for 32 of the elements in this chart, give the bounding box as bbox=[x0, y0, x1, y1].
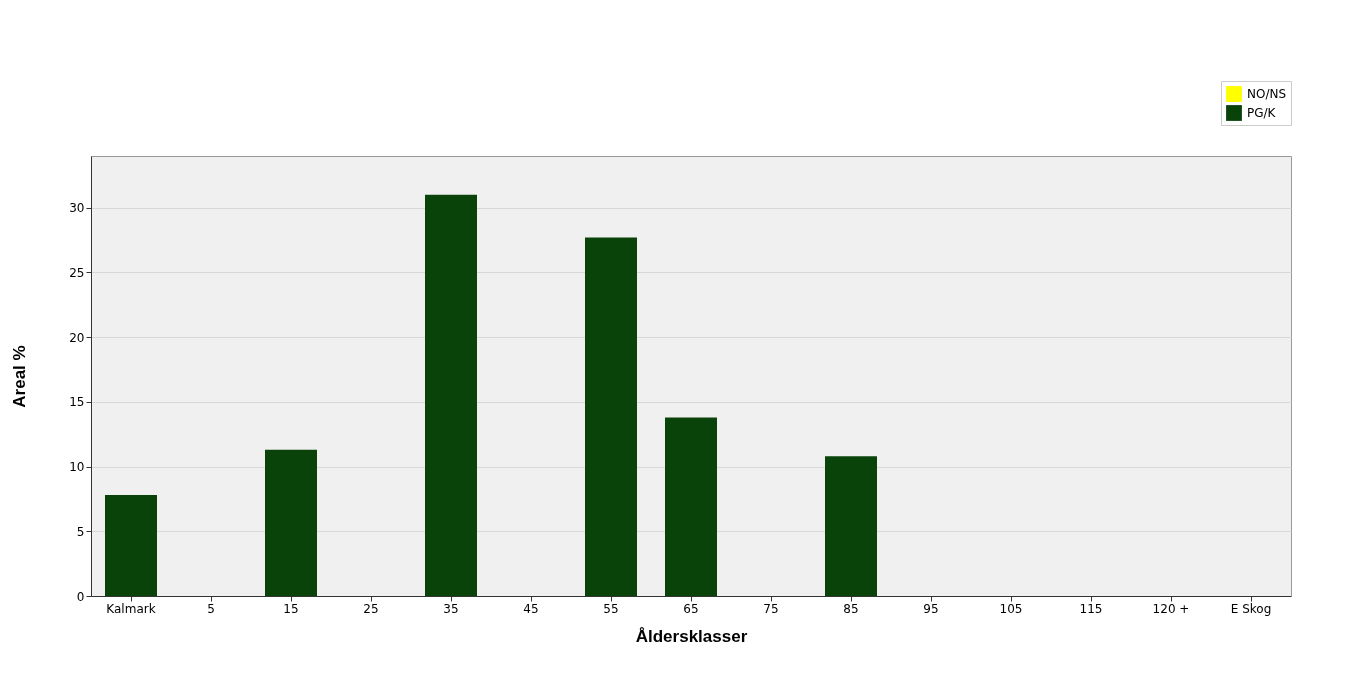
y-axis-title: Areal % bbox=[10, 345, 30, 408]
bar bbox=[665, 417, 717, 596]
y-tick-label: 0 bbox=[76, 589, 85, 604]
bar bbox=[105, 495, 157, 596]
x-tick-label: 85 bbox=[843, 601, 859, 616]
bar bbox=[265, 449, 317, 596]
x-tick-label: 95 bbox=[923, 601, 939, 616]
x-axis-title: Åldersklasser bbox=[635, 626, 748, 646]
bar bbox=[425, 194, 477, 596]
y-tick-label: 5 bbox=[76, 524, 85, 539]
x-tick-label: 75 bbox=[763, 601, 779, 616]
y-tick-label: 15 bbox=[69, 395, 85, 410]
bar bbox=[585, 237, 637, 596]
legend-label: PG/K bbox=[1247, 106, 1277, 120]
y-tick-label: 10 bbox=[69, 460, 85, 475]
x-tick-label: 35 bbox=[443, 601, 459, 616]
x-tick-label: 25 bbox=[363, 601, 379, 616]
x-tick-label: 15 bbox=[283, 601, 299, 616]
x-tick-label: 115 bbox=[1079, 601, 1103, 616]
x-tick-label: 55 bbox=[603, 601, 619, 616]
x-tick-label: 5 bbox=[207, 601, 215, 616]
y-tick-label: 25 bbox=[69, 265, 85, 280]
x-tick-label: 105 bbox=[999, 601, 1023, 616]
y-tick-label: 20 bbox=[69, 330, 85, 345]
x-tick-label: E Skog bbox=[1230, 601, 1272, 616]
x-tick-label: 120 + bbox=[1152, 601, 1190, 616]
x-tick-label: 45 bbox=[523, 601, 539, 616]
x-tick-label: Kalmark bbox=[106, 601, 156, 616]
legend-label: NO/NS bbox=[1247, 87, 1287, 101]
x-tick-label: 65 bbox=[683, 601, 699, 616]
bar bbox=[825, 456, 877, 596]
y-tick-label: 30 bbox=[69, 201, 85, 216]
